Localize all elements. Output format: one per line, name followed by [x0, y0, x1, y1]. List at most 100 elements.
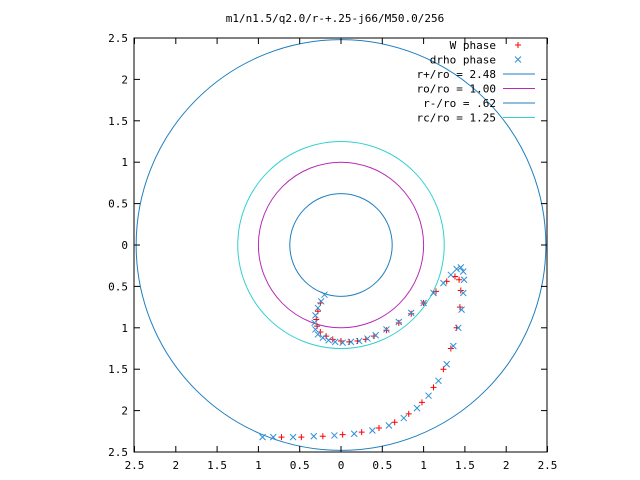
data-point: [364, 335, 371, 342]
data-point: [312, 312, 319, 319]
legend-label: ro/ro = 1.00: [417, 83, 496, 96]
data-point: [339, 339, 347, 347]
y-tick-label: 1: [121, 156, 128, 169]
data-point: [440, 366, 447, 373]
data-point: [456, 276, 463, 283]
data-point: [447, 271, 455, 279]
data-point: [331, 338, 339, 346]
data-point: [385, 422, 393, 429]
data-point: [459, 289, 467, 297]
legend-marker-swatch: [514, 56, 522, 63]
legend-label: rc/ro = 1.25: [417, 112, 496, 125]
data-point: [460, 276, 468, 284]
legend-label: W phase: [450, 39, 496, 52]
data-point: [358, 429, 365, 436]
x-tick-label: 1: [420, 459, 427, 472]
data-point: [289, 433, 297, 441]
data-point: [350, 430, 358, 438]
x-tick-label: 1.5: [207, 459, 227, 472]
data-point: [420, 299, 427, 307]
y-tick-label: 1: [121, 322, 128, 335]
legend-label: drho phase: [430, 54, 496, 67]
x-tick-label: 1.5: [455, 459, 475, 472]
data-point: [391, 419, 398, 426]
y-tick-label: 2: [121, 73, 128, 86]
y-tick-label: 1.5: [108, 115, 128, 128]
data-point: [355, 337, 363, 345]
data-point: [430, 289, 437, 297]
data-point: [418, 399, 425, 406]
axis-layer: 2.5 2 1.5 1 0.5 0 0.5 1 1.5 2 2.52.521.510.500.511…: [108, 32, 557, 472]
data-point: [458, 306, 465, 313]
data-point: [440, 279, 447, 287]
data-point: [331, 432, 338, 439]
y-tick-label: 1.5: [108, 363, 128, 376]
x-tick-label: 0.5: [372, 459, 392, 472]
data-point: [456, 304, 463, 311]
data-point: [269, 433, 277, 441]
reference-circle-3: [237, 141, 445, 349]
y-tick-label: 0.5: [108, 198, 128, 211]
data-point: [443, 360, 451, 368]
data-point: [321, 291, 328, 299]
data-point: [383, 327, 390, 334]
x-tick-label: 0.5: [290, 459, 310, 472]
legend-label: r-/ro = .62: [423, 97, 496, 110]
data-point: [319, 334, 327, 342]
x-tick-label: 2: [503, 459, 510, 472]
data-point: [339, 431, 346, 438]
data-point: [413, 404, 421, 412]
data-point: [457, 264, 465, 271]
y-tick-label: 2.5: [108, 32, 128, 45]
data-point: [311, 319, 318, 327]
y-tick-label: 2.5: [108, 446, 128, 459]
data-point: [407, 309, 415, 317]
data-point: [259, 433, 266, 441]
data-point: [347, 338, 355, 346]
y-tick-label: 0.5: [108, 280, 128, 293]
x-tick-label: 1: [255, 459, 262, 472]
x-tick-label: 2.5: [538, 459, 558, 472]
data-point: [375, 424, 382, 431]
data-point: [395, 319, 402, 326]
data-point: [310, 432, 318, 440]
y-tick-label: 0: [121, 239, 128, 252]
data-point: [432, 288, 439, 295]
data-point: [425, 392, 432, 400]
data-point: [408, 310, 415, 317]
data-point: [372, 331, 380, 339]
data-point: [400, 414, 408, 422]
y-tick-label: 2: [121, 405, 128, 418]
data-point: [278, 434, 285, 441]
series-1: [259, 264, 468, 441]
reference-circle-2: [289, 193, 393, 297]
data-point: [298, 434, 305, 441]
data-point: [430, 384, 437, 391]
data-point: [405, 410, 412, 417]
data-point: [459, 268, 467, 275]
data-point: [435, 377, 442, 385]
chart-title: m1/n1.5/q2.0/r-+.25-j66/M50.0/256: [226, 12, 445, 25]
data-point: [325, 336, 332, 344]
data-point: [312, 326, 319, 333]
legend-marker-swatch: [515, 42, 521, 48]
data-point: [369, 427, 376, 434]
data-point: [314, 304, 322, 312]
x-tick-label: 2: [172, 459, 179, 472]
data-point: [449, 342, 457, 350]
reference-circle-1: [257, 161, 425, 329]
data-point: [454, 324, 462, 332]
x-tick-label: 0: [338, 459, 345, 472]
data-point: [395, 318, 403, 326]
data-point: [319, 433, 326, 440]
series-layer: [259, 264, 468, 441]
data-point: [317, 297, 325, 305]
data-point: [383, 326, 390, 333]
x-tick-label: 2.5: [125, 459, 145, 472]
data-point: [314, 331, 322, 338]
data-point: [453, 265, 460, 273]
legend-label: r+/ro = 2.48: [417, 68, 496, 81]
